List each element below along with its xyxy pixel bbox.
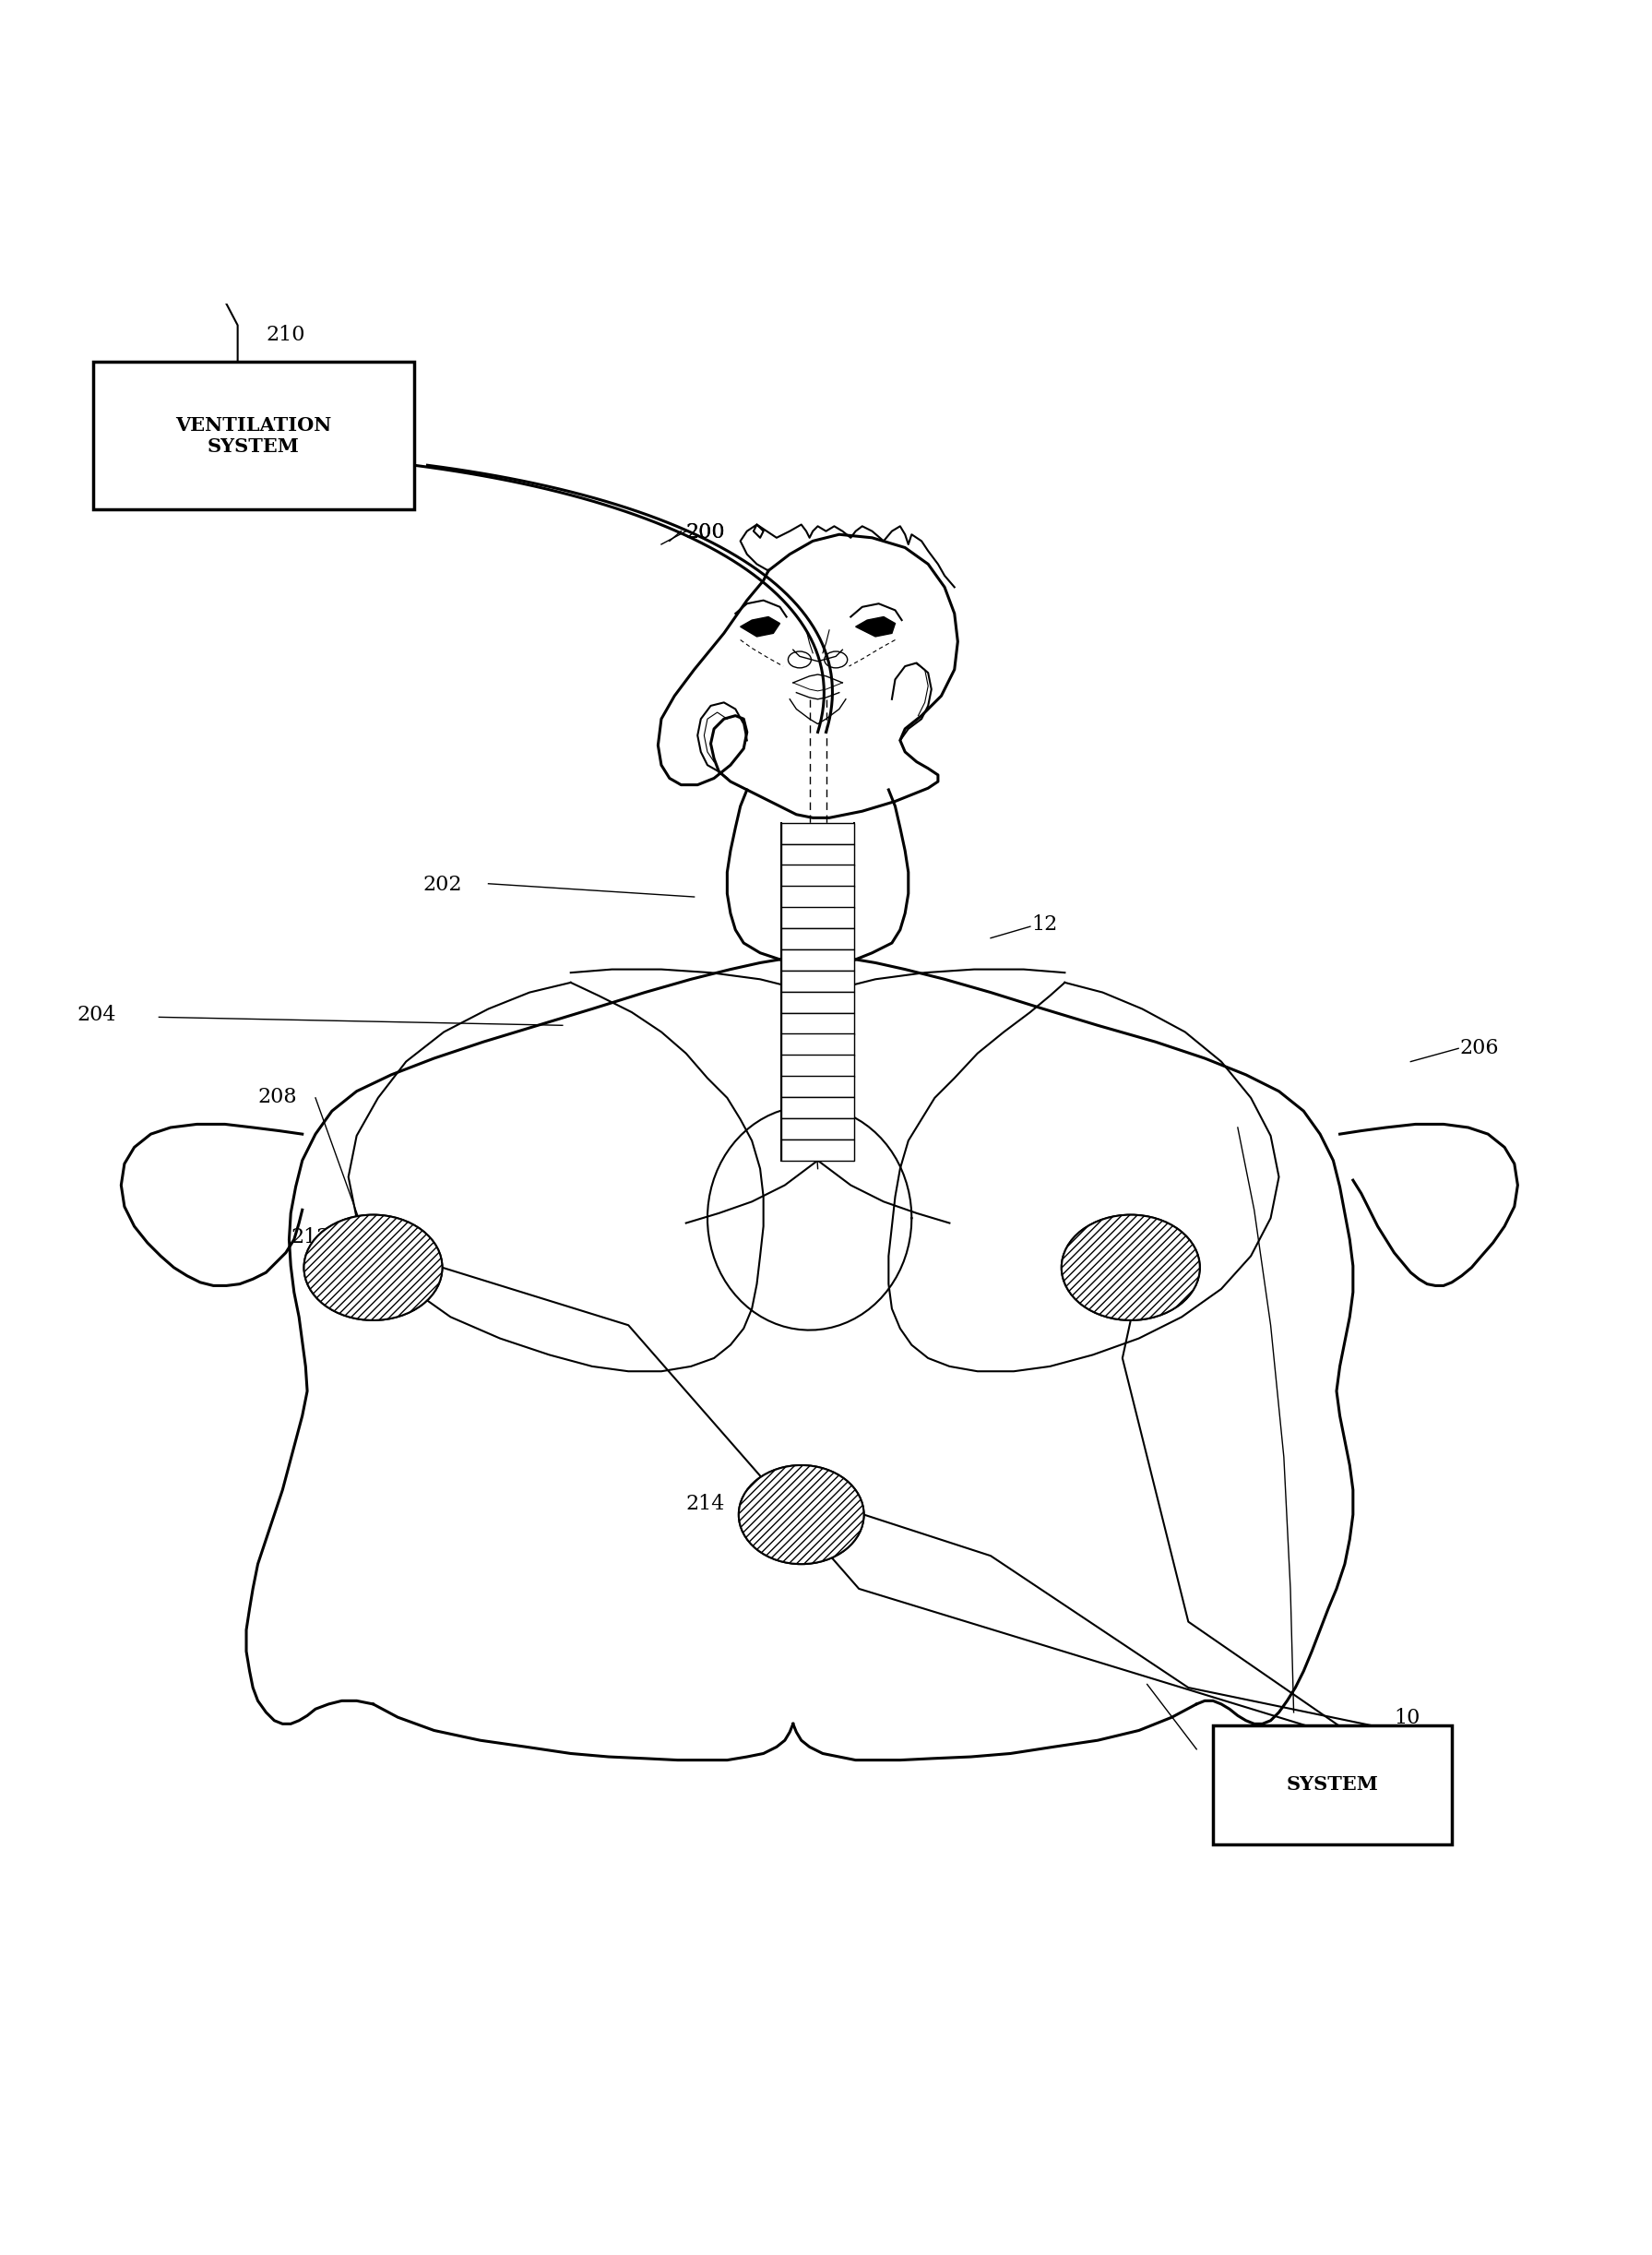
Bar — [93, 361, 415, 510]
Bar — [781, 907, 854, 929]
Bar — [781, 1139, 854, 1161]
Polygon shape — [856, 618, 895, 636]
Bar — [781, 886, 854, 907]
Bar — [781, 949, 854, 972]
Bar — [781, 1076, 854, 1098]
Bar — [781, 1033, 854, 1055]
Ellipse shape — [738, 1466, 864, 1565]
Bar — [781, 992, 854, 1012]
Text: VENTILATION
SYSTEM: VENTILATION SYSTEM — [175, 415, 332, 456]
Ellipse shape — [304, 1215, 443, 1319]
Bar — [781, 1118, 854, 1139]
Bar — [781, 1012, 854, 1035]
Text: 200: 200 — [686, 523, 725, 543]
Bar — [781, 866, 854, 886]
Text: 210: 210 — [266, 325, 306, 345]
Text: 200: 200 — [686, 523, 725, 543]
Bar — [1213, 1725, 1452, 1845]
Text: SYSTEM: SYSTEM — [1287, 1775, 1378, 1795]
Text: 12: 12 — [1032, 913, 1057, 934]
Text: 206: 206 — [1460, 1037, 1500, 1058]
Text: 10: 10 — [1394, 1709, 1421, 1730]
Text: 204: 204 — [76, 1006, 116, 1026]
Text: 208: 208 — [258, 1087, 297, 1107]
Bar — [781, 823, 854, 843]
Ellipse shape — [304, 1215, 443, 1319]
Text: 212: 212 — [291, 1227, 330, 1247]
Text: 214: 214 — [686, 1495, 725, 1515]
Ellipse shape — [1062, 1215, 1199, 1319]
Ellipse shape — [738, 1466, 864, 1565]
Polygon shape — [740, 618, 780, 636]
Bar — [781, 843, 854, 866]
Bar — [781, 1055, 854, 1076]
Ellipse shape — [1062, 1215, 1199, 1319]
Text: 202: 202 — [423, 875, 461, 895]
Bar — [781, 1098, 854, 1118]
Bar — [781, 970, 854, 992]
Bar — [781, 929, 854, 949]
